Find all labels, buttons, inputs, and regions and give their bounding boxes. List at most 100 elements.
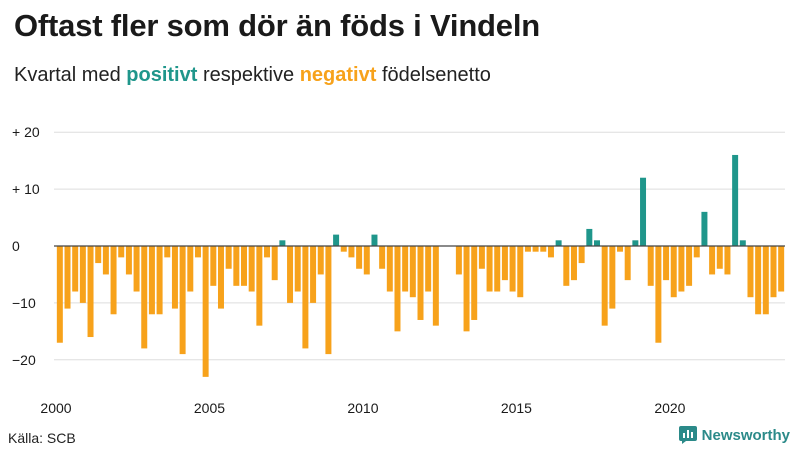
bar (294, 246, 301, 292)
bar (402, 246, 409, 292)
bar (540, 246, 547, 252)
bar (762, 246, 769, 315)
bar (663, 246, 670, 281)
subtitle-positive-word: positivt (126, 64, 198, 86)
bar (179, 246, 186, 355)
newsworthy-brand[interactable]: Newsworthy (678, 426, 790, 444)
bar (594, 240, 600, 246)
x-tick-label: 2015 (501, 400, 532, 416)
bar (532, 246, 539, 252)
bar (555, 240, 562, 246)
bars (56, 154, 785, 377)
bar (770, 246, 777, 298)
bar (547, 246, 554, 258)
x-axis-labels: 2000 2005 2010 2015 2020 (40, 400, 685, 416)
y-tick-label: −10 (12, 295, 36, 311)
bar (171, 246, 178, 309)
bar (248, 246, 255, 292)
bar (256, 246, 263, 326)
bar (509, 246, 516, 292)
bar (563, 246, 570, 286)
source-label: Källa: SCB (8, 430, 76, 446)
bar (371, 234, 378, 246)
bar (217, 246, 224, 309)
bar (747, 246, 754, 298)
bar (578, 246, 585, 264)
bar (279, 240, 286, 246)
bar (95, 246, 102, 264)
bar (732, 154, 739, 246)
bar (455, 246, 462, 275)
bar (72, 246, 79, 292)
bar (379, 246, 386, 269)
bar (225, 246, 232, 269)
subtitle-prefix: Kvartal med (14, 64, 121, 86)
bar (716, 246, 723, 269)
bar (486, 246, 493, 292)
bar (141, 246, 148, 349)
bar (524, 246, 531, 252)
subtitle-negative-word: negativt (299, 64, 377, 86)
bar (348, 246, 355, 258)
bar (647, 246, 654, 286)
bar (287, 246, 294, 303)
bar (655, 246, 662, 343)
bar (125, 246, 132, 275)
bar (432, 246, 439, 326)
bar (194, 246, 201, 258)
bar (102, 246, 109, 275)
bar (133, 246, 140, 292)
x-tick-label: 2000 (40, 400, 71, 416)
subtitle-middle: respektive (202, 64, 295, 86)
x-tick-label: 2005 (194, 400, 225, 416)
bar (739, 240, 746, 246)
brand-name: Newsworthy (701, 426, 790, 444)
bar (264, 246, 271, 258)
bar (210, 246, 217, 286)
bar (409, 246, 416, 298)
bar (202, 246, 209, 377)
bar (724, 246, 731, 275)
x-tick-label: 2010 (347, 400, 378, 416)
bar (187, 246, 194, 292)
bar (463, 246, 470, 332)
bar (570, 246, 577, 281)
bar (501, 246, 508, 281)
bar (87, 246, 94, 338)
bar (325, 246, 332, 355)
bar (678, 246, 685, 292)
bar (478, 246, 485, 269)
newsworthy-logo-icon (678, 426, 697, 444)
bar (271, 246, 278, 281)
bar-chart: + 20 + 10 0 −10 −20 2000 2005 2010 2015 2020 (12, 124, 785, 416)
y-tick-label: + 10 (12, 181, 40, 197)
bar (118, 246, 125, 258)
bar (693, 246, 700, 258)
bar (394, 246, 401, 332)
bar (709, 246, 716, 275)
bar (233, 246, 240, 286)
bar (640, 177, 647, 246)
y-axis-labels: + 20 + 10 0 −10 −20 (12, 124, 40, 368)
bar (164, 246, 171, 258)
bar (632, 240, 639, 246)
bar (755, 246, 762, 315)
bar (148, 246, 155, 315)
bar (310, 246, 317, 303)
chart-subtitle: Kvartal med positivt respektive negativt… (14, 64, 491, 87)
bar (670, 246, 677, 298)
bar (701, 211, 708, 246)
bar (778, 246, 785, 292)
chart-title: Oftast fler som dör än föds i Vindeln (14, 8, 540, 43)
x-tick-label: 2020 (654, 400, 685, 416)
bar (386, 246, 393, 292)
y-tick-label: + 20 (12, 124, 40, 140)
bar (494, 246, 501, 292)
bar (417, 246, 424, 320)
bar (110, 246, 117, 315)
bar (425, 246, 432, 292)
bar (302, 246, 309, 349)
bar (586, 228, 593, 246)
bar (241, 246, 247, 286)
bar (617, 246, 624, 252)
